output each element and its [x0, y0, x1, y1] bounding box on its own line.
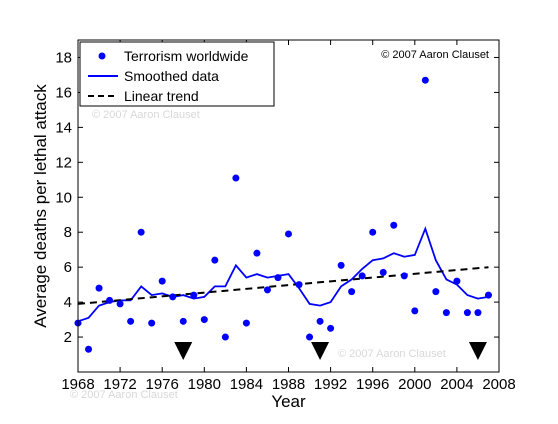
event-markers [174, 342, 487, 361]
data-point [221, 333, 229, 341]
copyright-text: © 2007 Aaron Clauset [381, 49, 489, 61]
y-tick-labels: 2 4 6 8 10 12 14 16 18 [55, 49, 72, 346]
y-tick-label: 18 [55, 49, 72, 66]
y-axis-label: Average deaths per lethal attack [31, 84, 50, 328]
plot-frame [77, 39, 500, 373]
data-point [327, 324, 335, 332]
y-tick-label: 10 [55, 189, 72, 206]
data-point [148, 319, 156, 327]
watermark-layer: © 2007 Aaron Clauset © 2007 Aaron Clauset… [70, 109, 446, 401]
y-tick-label: 6 [64, 259, 72, 276]
data-point [400, 272, 408, 280]
x-tick-label: 1972 [103, 376, 136, 393]
y-tick-label: 4 [64, 294, 72, 311]
x-tick-labels: 1968 1972 1976 1980 1984 1988 1992 1996 2000 2004… [61, 376, 515, 393]
data-point [158, 277, 166, 285]
x-axis-label: Year [271, 392, 306, 411]
x-tick-label: 1996 [356, 376, 389, 393]
data-point [316, 317, 324, 325]
data-point [337, 261, 345, 269]
data-point [295, 281, 303, 289]
data-point [306, 333, 314, 341]
watermark-text: © 2007 Aaron Clauset [92, 109, 200, 121]
series-layer [74, 76, 492, 353]
data-point [390, 221, 398, 229]
data-point [190, 291, 198, 299]
data-point [200, 316, 208, 324]
x-tick-label: 1968 [61, 376, 94, 393]
x-tick-label: 1980 [188, 376, 221, 393]
y-tick-label: 14 [55, 119, 72, 136]
smoothed-line [77, 226, 489, 323]
x-tick-label: 2008 [482, 376, 515, 393]
data-point [369, 228, 377, 236]
data-point [463, 309, 471, 317]
data-point [285, 230, 292, 238]
x-tick-label: 2000 [398, 376, 431, 393]
data-point [127, 317, 135, 325]
data-point [474, 309, 482, 317]
data-point [179, 317, 187, 325]
data-point [169, 293, 177, 301]
data-point [274, 274, 282, 282]
x-tick-label: 1988 [272, 376, 305, 393]
data-point [453, 277, 461, 285]
y-tick-label: 16 [55, 84, 72, 101]
trend-line [77, 266, 489, 305]
legend-entry-smoothed: Smoothed data [124, 68, 219, 84]
x-tick-label: 2004 [440, 376, 473, 393]
event-marker [468, 342, 487, 361]
data-point [442, 309, 450, 317]
data-point [106, 296, 114, 304]
data-point [484, 291, 492, 299]
data-point [411, 307, 419, 315]
data-point [137, 228, 145, 236]
legend: Terrorism worldwide Smoothed data Linear… [79, 41, 275, 107]
data-point [232, 174, 240, 182]
data-point [263, 286, 271, 294]
data-point [358, 272, 366, 280]
data-point [211, 256, 219, 264]
y-tick-label: 2 [64, 329, 72, 346]
data-point [379, 268, 387, 276]
data-point [95, 284, 103, 292]
y-tick-label: 12 [55, 154, 72, 171]
watermark-text: © 2007 Aaron Clauset [338, 348, 446, 360]
data-point [348, 288, 356, 296]
event-marker [311, 342, 330, 361]
data-point [432, 288, 440, 296]
y-tick-label: 8 [64, 224, 72, 241]
x-tick-label: 1984 [230, 376, 263, 393]
data-point [421, 76, 429, 84]
data-point [116, 300, 124, 308]
x-tick-label: 1992 [314, 376, 347, 393]
data-point [85, 345, 93, 353]
watermark-text: © 2007 Aaron Clauset [70, 389, 178, 401]
data-point [242, 319, 250, 327]
data-point [253, 249, 261, 257]
legend-entry-trend: Linear trend [124, 88, 199, 104]
x-tick-label: 1976 [146, 376, 179, 393]
legend-dot-icon [98, 52, 106, 60]
legend-entry-points: Terrorism worldwide [124, 48, 249, 64]
event-marker [174, 342, 193, 361]
